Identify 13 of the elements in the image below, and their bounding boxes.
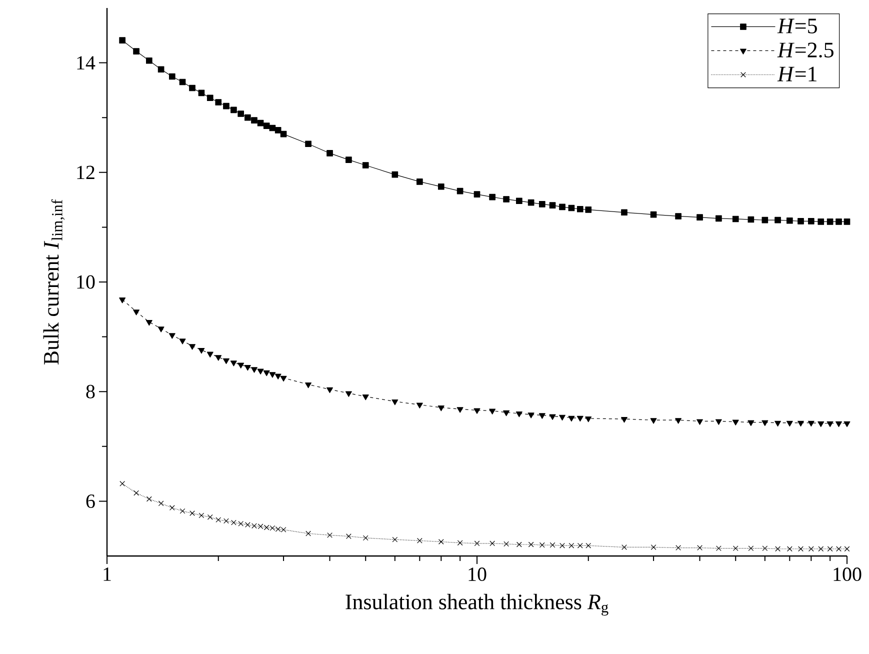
x-axis-title: Insulation sheath thickness R$_{g}$ xyxy=(346,594,608,616)
legend-label: H=5 xyxy=(777,18,817,34)
x-tick-label: 100 xyxy=(834,568,862,582)
legend-label: H=1 xyxy=(777,66,816,82)
x-tick-label: 1 xyxy=(104,568,111,581)
y-tick-label: 8 xyxy=(86,384,95,398)
y-tick-label: 14 xyxy=(77,56,96,70)
y-tick-label: 6 xyxy=(86,494,95,508)
legend-label: H=2.5 xyxy=(777,42,834,58)
y-tick-label: 10 xyxy=(77,275,95,289)
y-axis-title: Bulk current I$_{lim,inf}$ xyxy=(43,199,65,364)
y-tick-label: 12 xyxy=(77,166,94,180)
x-tick-label: 10 xyxy=(468,568,486,582)
